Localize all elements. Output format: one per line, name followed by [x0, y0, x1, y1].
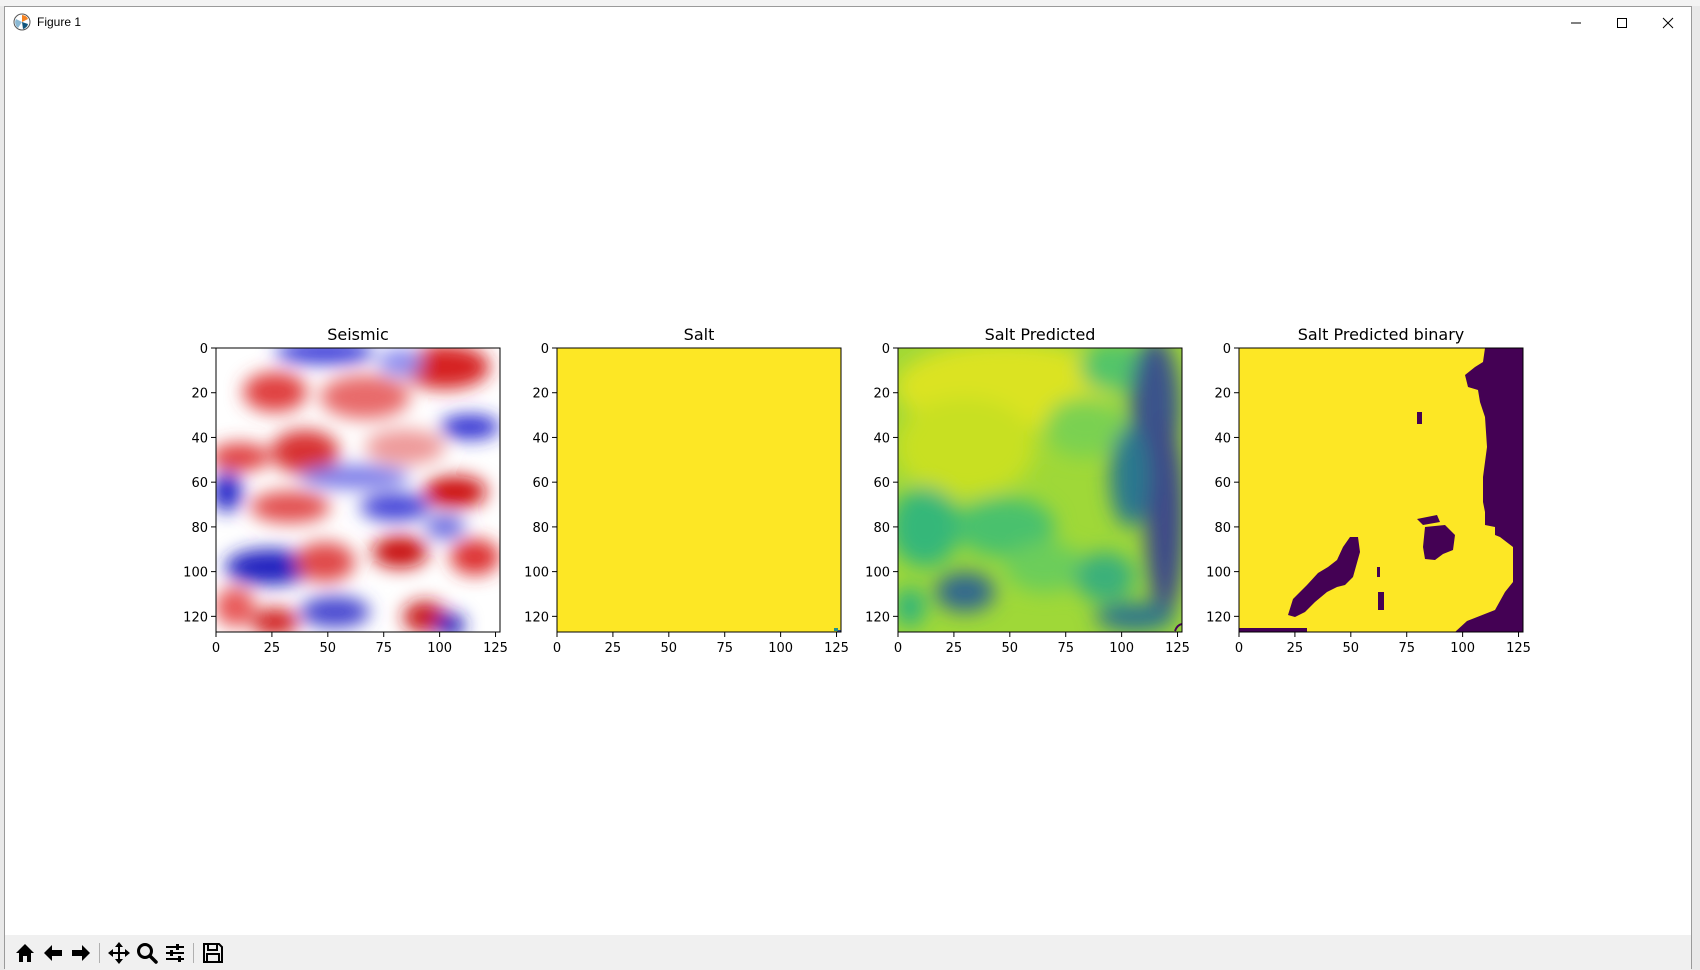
salt-predicted-x-tick-label: 50 [1002, 641, 1019, 656]
salt-y-tick-label: 60 [532, 476, 549, 491]
figure-window: Figure 1 [4, 6, 1692, 970]
seismic-y-tick-label: 0 [200, 342, 208, 357]
salt-predicted-binary-x-tick-label: 125 [1506, 641, 1531, 656]
seismic-y-tick-label: 40 [191, 431, 208, 446]
seismic-image [216, 348, 500, 632]
seismic-x-tick-label: 100 [427, 641, 452, 656]
salt-predicted-binary-y-tick-label: 120 [1206, 610, 1231, 625]
salt-predicted-binary-image [1239, 348, 1523, 632]
salt-y-tick-label: 120 [524, 610, 549, 625]
salt-predicted-binary-y-tick-label: 40 [1214, 431, 1231, 446]
salt-x-tick-label: 50 [661, 641, 678, 656]
salt-y-tick-label: 40 [532, 431, 549, 446]
seismic-x-tick-label: 25 [264, 641, 281, 656]
salt-y-tick-label: 100 [524, 566, 549, 581]
salt-predicted-image [898, 348, 1182, 632]
salt-predicted-x-tick-label: 75 [1057, 641, 1074, 656]
maximize-button[interactable] [1599, 7, 1645, 39]
salt-axes-frame [556, 347, 842, 633]
tick-layer: Seismic 0 25 50 75 100 125 0 20 40 60 80 100 120 Salt 0… [183, 325, 1531, 656]
seismic-x-tick-label: 125 [483, 641, 508, 656]
salt-predicted-binary-x-tick-label: 100 [1450, 641, 1475, 656]
salt-predicted-y-tick-label: 120 [865, 610, 890, 625]
salt-predicted-axes-frame [897, 347, 1183, 633]
navigation-toolbar [5, 935, 1691, 970]
seismic-x-tick-label: 0 [212, 641, 220, 656]
floppy-disk-icon [203, 942, 223, 963]
salt-x-tick-label: 0 [553, 641, 561, 656]
salt-y-tick-label: 0 [541, 342, 549, 357]
sliders-icon [166, 943, 184, 962]
salt-x-tick-label: 125 [824, 641, 849, 656]
back-button[interactable] [39, 939, 67, 967]
seismic-x-tick-label: 50 [320, 641, 337, 656]
figure-canvas[interactable]: Seismic 0 25 50 75 100 125 0 20 40 60 80 100 120 Salt 0… [5, 7, 1691, 935]
home-icon [16, 943, 34, 962]
axes-frames [215, 347, 1524, 633]
minimize-button[interactable] [1553, 7, 1599, 39]
salt-predicted-binary-y-tick-label: 20 [1214, 387, 1231, 402]
salt-predicted-y-tick-label: 40 [873, 431, 890, 446]
salt-predicted-binary-y-tick-label: 0 [1223, 342, 1231, 357]
salt-predicted-x-tick-label: 125 [1165, 641, 1190, 656]
seismic-title: Seismic [327, 325, 389, 344]
close-button[interactable] [1645, 7, 1691, 39]
salt-image [557, 348, 841, 632]
seismic-y-tick-label: 80 [191, 521, 208, 536]
forward-button[interactable] [67, 939, 95, 967]
salt-x-tick-label: 100 [768, 641, 793, 656]
salt-predicted-title: Salt Predicted [985, 325, 1096, 344]
seismic-y-tick-label: 20 [191, 387, 208, 402]
salt-title: Salt [684, 325, 715, 344]
salt-predicted-y-tick-label: 0 [882, 342, 890, 357]
salt-predicted-y-tick-label: 80 [873, 521, 890, 536]
configure-subplots-button[interactable] [161, 939, 189, 967]
salt-predicted-x-tick-label: 25 [946, 641, 963, 656]
seismic-y-tick-label: 100 [183, 566, 208, 581]
salt-predicted-y-tick-label: 60 [873, 476, 890, 491]
salt-predicted-binary-x-tick-label: 0 [1235, 641, 1243, 656]
salt-x-tick-label: 75 [716, 641, 733, 656]
save-button[interactable] [199, 939, 227, 967]
home-button[interactable] [11, 939, 39, 967]
seismic-axes-frame [215, 347, 501, 633]
toolbar-separator [95, 939, 105, 967]
salt-x-tick-label: 25 [605, 641, 622, 656]
salt-predicted-binary-y-tick-label: 80 [1214, 521, 1231, 536]
salt-predicted-binary-x-tick-label: 75 [1398, 641, 1415, 656]
zoom-button[interactable] [133, 939, 161, 967]
magnifier-icon [137, 942, 158, 964]
salt-predicted-y-tick-label: 100 [865, 566, 890, 581]
salt-predicted-x-tick-label: 100 [1109, 641, 1134, 656]
minimize-icon [1571, 22, 1581, 24]
close-icon [1662, 17, 1674, 29]
salt-predicted-binary-y-tick-label: 100 [1206, 566, 1231, 581]
salt-predicted-binary-title: Salt Predicted binary [1298, 325, 1465, 344]
title-bar[interactable]: Figure 1 [5, 7, 1691, 39]
toolbar-separator [189, 939, 199, 967]
window-title: Figure 1 [37, 15, 82, 29]
salt-predicted-x-tick-label: 0 [894, 641, 902, 656]
salt-predicted-binary-x-tick-label: 25 [1287, 641, 1304, 656]
taskbar-strip [0, 0, 1700, 6]
seismic-y-tick-label: 120 [183, 610, 208, 625]
move-icon [108, 941, 130, 964]
arrow-left-icon [44, 944, 62, 961]
salt-predicted-binary-x-tick-label: 50 [1343, 641, 1360, 656]
matplotlib-icon [13, 13, 31, 31]
seismic-x-tick-label: 75 [375, 641, 392, 656]
seismic-y-tick-label: 60 [191, 476, 208, 491]
salt-y-tick-label: 20 [532, 387, 549, 402]
salt-predicted-binary-axes-frame [1238, 347, 1524, 633]
salt-predicted-binary-y-tick-label: 60 [1214, 476, 1231, 491]
maximize-icon [1617, 18, 1627, 28]
pan-button[interactable] [105, 939, 133, 967]
salt-predicted-y-tick-label: 20 [873, 387, 890, 402]
salt-y-tick-label: 80 [532, 521, 549, 536]
arrow-right-icon [72, 944, 90, 961]
